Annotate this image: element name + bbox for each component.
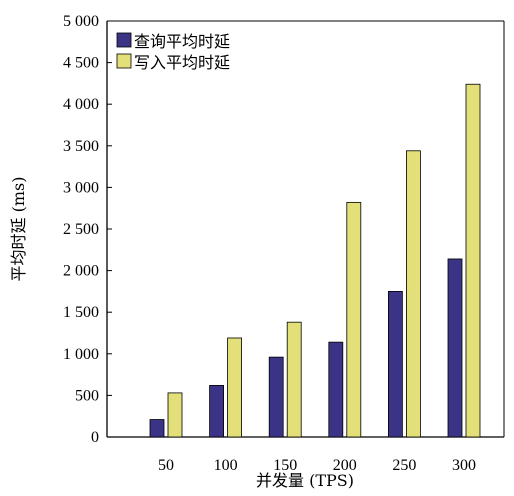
x-tick-label: 250 — [392, 457, 416, 474]
y-axis-ticks: 0 500 1 000 1 500 2 000 2 500 3 000 3 500 4 000 4… — [63, 13, 112, 446]
legend-label-query: 查询平均时延 — [134, 32, 230, 51]
y-tick-label: 4 000 — [63, 96, 99, 113]
plot-frame — [106, 20, 505, 438]
bar-query-150 — [268, 356, 284, 438]
bar-query-50 — [149, 419, 165, 438]
x-axis-title: 并发量 (TPS) — [256, 471, 354, 490]
y-tick-label: 2 000 — [63, 263, 99, 280]
y-tick-label: 1 500 — [63, 304, 99, 321]
x-axis-ticks: 50 100 150 200 250 300 — [158, 457, 476, 474]
x-tick-label: 150 — [273, 457, 297, 474]
x-tick-label: 50 — [158, 457, 174, 474]
bar-query-100 — [209, 385, 225, 438]
bar-write-150 — [286, 321, 302, 438]
y-tick-label: 5 000 — [63, 13, 99, 30]
y-tick-label: 3 500 — [63, 138, 99, 155]
y-tick-label: 0 — [91, 429, 99, 446]
bar-write-200 — [346, 201, 362, 438]
bars — [149, 83, 481, 438]
x-tick-label: 100 — [214, 457, 238, 474]
bar-write-300 — [465, 83, 481, 438]
bar-query-200 — [328, 341, 344, 438]
y-tick-label: 500 — [75, 387, 99, 404]
bar-query-300 — [447, 258, 463, 438]
bar-write-50 — [167, 392, 183, 438]
bar-query-250 — [387, 290, 403, 438]
y-tick-label: 3 000 — [63, 179, 99, 196]
y-tick-label: 4 500 — [63, 55, 99, 72]
x-tick-label: 200 — [333, 457, 357, 474]
legend-swatch-write — [116, 53, 132, 69]
bar-write-100 — [227, 337, 243, 438]
legend: 查询平均时延 写入平均时延 — [116, 32, 230, 72]
y-tick-label: 2 500 — [63, 221, 99, 238]
bar-write-250 — [405, 150, 421, 438]
y-tick-label: 1 000 — [63, 346, 99, 363]
legend-label-write: 写入平均时延 — [134, 53, 230, 72]
y-axis-title: 平均时延 (ms) — [9, 177, 28, 282]
legend-swatch-query — [116, 32, 132, 48]
x-tick-label: 300 — [452, 457, 476, 474]
